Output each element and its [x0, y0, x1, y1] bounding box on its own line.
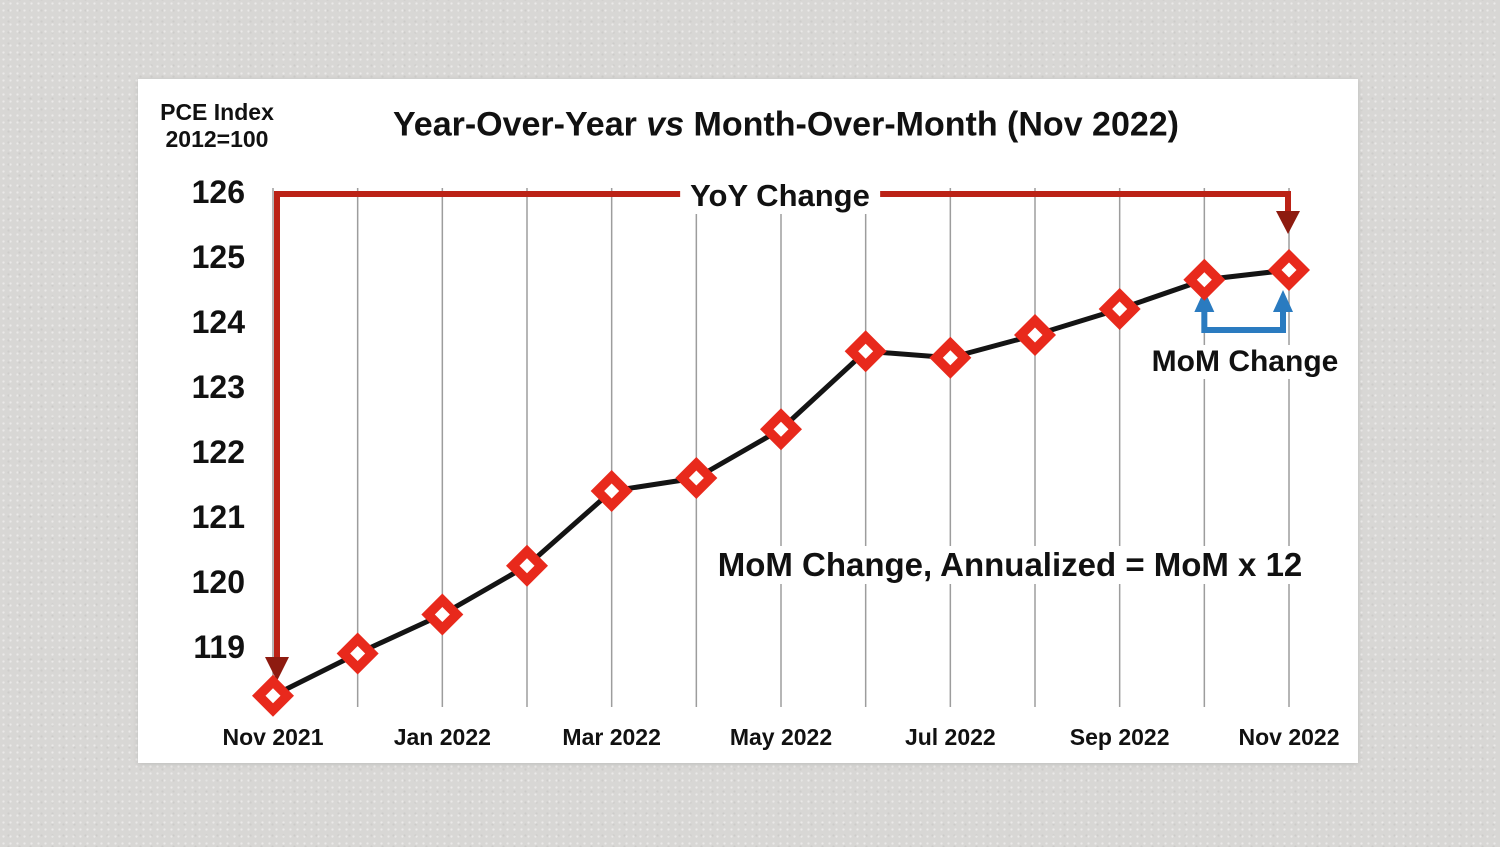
y-tick-label: 119: [193, 629, 245, 665]
y-tick-label: 123: [192, 369, 245, 405]
yoy-change-label: YoY Change: [680, 178, 880, 214]
y-axis-unit-line1: PCE Index: [160, 99, 274, 125]
chart-title-part2: Month-Over-Month (Nov 2022): [684, 105, 1180, 144]
data-point-marker-hole: [942, 350, 958, 366]
yoy-right-arrowhead-icon: [1276, 211, 1301, 234]
data-point-marker-hole: [688, 470, 704, 486]
y-axis-unit-label: PCE Index 2012=100: [146, 99, 288, 153]
mom-right-arrowhead-icon: [1273, 290, 1294, 312]
data-point-marker-hole: [858, 343, 874, 359]
x-tick-label: May 2022: [730, 724, 832, 750]
chart-title-vs: vs: [646, 105, 685, 144]
chart-card: PCE Index 2012=100 Year-Over-Year vs Mon…: [138, 79, 1358, 763]
mom-bracket-line: [1201, 310, 1286, 333]
data-point-marker-hole: [434, 607, 450, 622]
x-tick-label: Jan 2022: [394, 724, 491, 750]
x-tick-label: Nov 2022: [1238, 724, 1339, 750]
x-tick-label: Jul 2022: [905, 724, 996, 750]
mom-left-arrowhead-icon: [1194, 290, 1215, 312]
x-tick-label: Nov 2021: [222, 724, 323, 750]
data-point-marker-hole: [265, 688, 281, 704]
data-point-marker-hole: [1027, 327, 1043, 343]
data-point-marker-hole: [350, 646, 366, 661]
y-tick-label: 124: [192, 304, 246, 340]
data-point-marker-hole: [1112, 301, 1128, 317]
x-tick-label: Mar 2022: [562, 724, 660, 750]
data-point-marker-hole: [519, 558, 535, 574]
data-point-marker-hole: [604, 483, 620, 499]
chart-title: Year-Over-Year vs Month-Over-Month (Nov …: [393, 106, 1179, 145]
y-axis-unit-line2: 2012=100: [165, 126, 269, 152]
y-tick-label: 126: [192, 174, 245, 210]
data-point-marker-hole: [773, 421, 789, 437]
x-tick-label: Sep 2022: [1070, 724, 1170, 750]
data-point-marker-hole: [1281, 262, 1297, 278]
mom-change-label: MoM Change: [1143, 345, 1347, 379]
pce-line-chart: 126 125 124 123 122 121 120 119 Nov 2021 Jan 2022…: [192, 174, 1340, 750]
y-tick-label: 120: [192, 564, 245, 600]
y-tick-label: 125: [192, 239, 245, 275]
data-point-marker-hole: [1196, 272, 1212, 288]
mom-annualized-formula-label: MoM Change, Annualized = MoM x 12: [705, 546, 1315, 584]
chart-title-part1: Year-Over-Year: [392, 105, 647, 144]
yoy-left-arrowhead-icon: [265, 657, 289, 681]
y-tick-label: 122: [192, 434, 245, 470]
y-tick-label: 121: [192, 499, 245, 535]
